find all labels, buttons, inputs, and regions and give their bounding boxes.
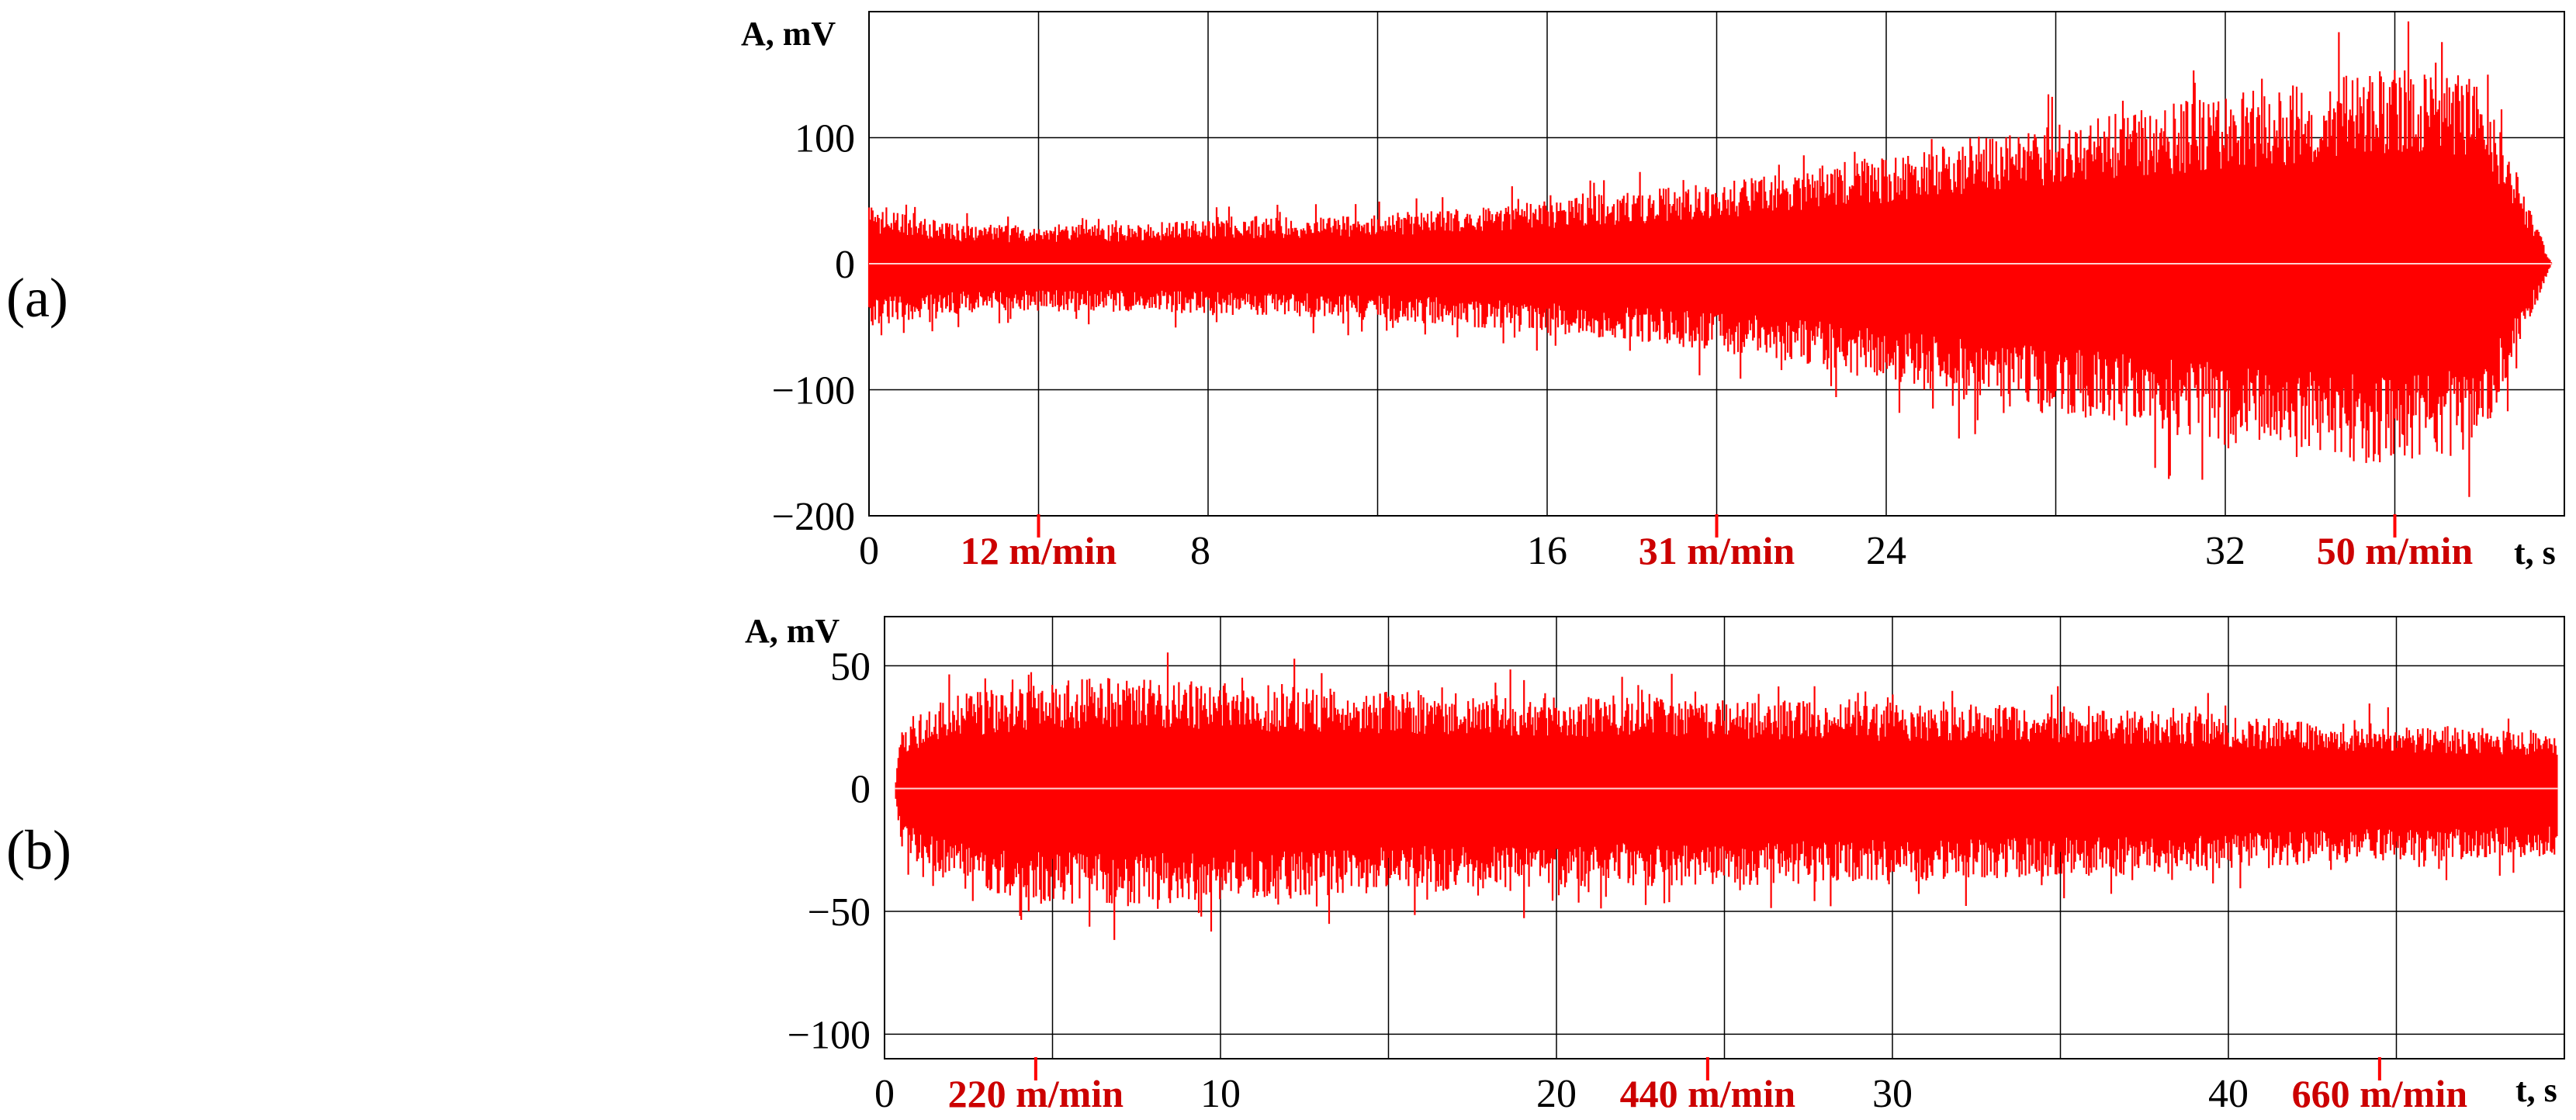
x-tick-label: 20 (1536, 1072, 1577, 1116)
x-tick-label: 30 (1872, 1072, 1913, 1116)
y-tick-label: −100 (788, 1013, 871, 1057)
y-tick-label: 100 (795, 117, 855, 161)
x-axis-label-a: t, s (2514, 534, 2556, 572)
grid-b (884, 616, 2565, 1060)
y-tick-label: 50 (830, 645, 871, 689)
x-tick-label: 10 (1200, 1072, 1241, 1116)
speed-label: 31 m/min (1639, 529, 1795, 572)
y-ticks-b: 50 0 −50 −100 (788, 645, 871, 1057)
y-tick-label: 0 (835, 243, 855, 287)
signal-trace-a (867, 21, 2553, 497)
y-tick-label: −200 (772, 495, 855, 539)
signal-trace (867, 21, 2553, 497)
x-tick-label: 16 (1527, 529, 1567, 573)
y-tick-label: 0 (850, 768, 871, 812)
x-tick-label: 8 (1190, 529, 1210, 573)
panel-label-a: (a) (6, 267, 68, 329)
signal-trace-b (894, 652, 2558, 940)
y-axis-label-a: A, mV (741, 15, 836, 53)
speed-label: 660 m/min (2292, 1072, 2468, 1115)
speed-label: 220 m/min (948, 1072, 1124, 1115)
speed-annotations-b: 220 m/min 440 m/min 660 m/min (948, 1057, 2468, 1115)
speed-label: 50 m/min (2317, 529, 2474, 572)
x-tick-label: 24 (1866, 529, 1906, 573)
y-tick-label: −50 (808, 890, 871, 935)
y-axis-label-b: A, mV (745, 612, 840, 650)
panel-label-b: (b) (6, 819, 71, 881)
x-tick-label: 0 (874, 1072, 895, 1116)
signal-trace (895, 652, 2558, 940)
y-ticks-a: 100 0 −100 −200 (772, 117, 855, 540)
x-ticks-a: 0 8 16 24 32 (859, 529, 2245, 573)
speed-annotations-a: 12 m/min 31 m/min 50 m/min (961, 514, 2474, 572)
speed-label: 12 m/min (961, 529, 1117, 572)
x-tick-label: 32 (2205, 529, 2245, 573)
x-tick-label: 40 (2208, 1072, 2249, 1116)
x-axis-label-b: t, s (2515, 1071, 2557, 1109)
chart-panel-a: (a) 0 8 16 24 32 100 0 −100 −200 12 m/min 31 m/m… (6, 11, 2565, 573)
speed-label: 440 m/min (1620, 1072, 1796, 1115)
y-tick-label: −100 (772, 369, 855, 413)
chart-panel-b: (b) 0 10 20 30 40 50 0 −50 −100 220 m/min 440 m/… (6, 612, 2565, 1116)
x-tick-label: 0 (859, 529, 879, 573)
x-ticks-b: 0 10 20 30 40 (874, 1072, 2249, 1116)
